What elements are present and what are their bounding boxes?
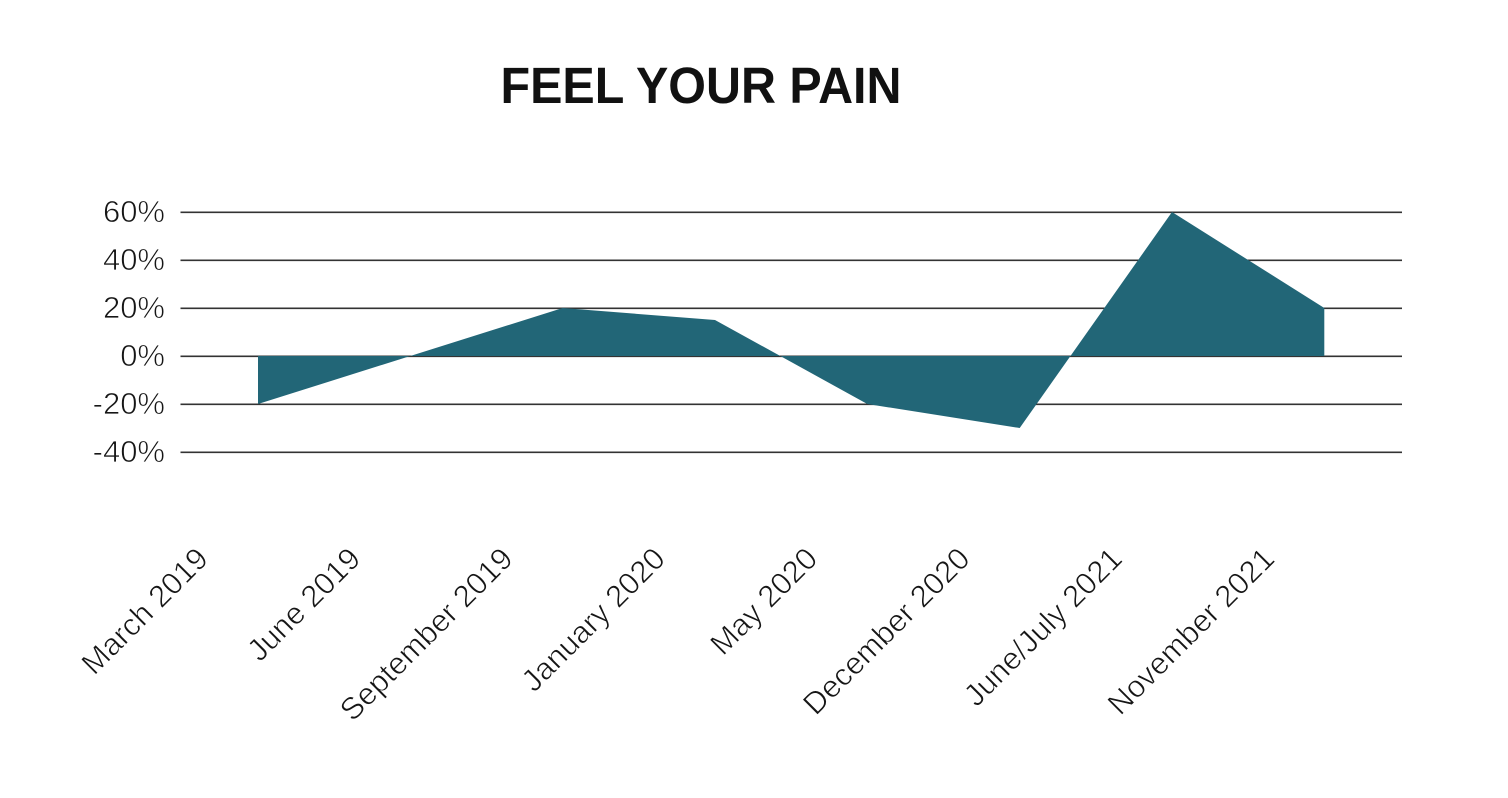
svg-text:0%: 0% — [120, 338, 165, 373]
svg-text:-20%: -20% — [93, 386, 165, 421]
svg-text:60%: 60% — [103, 194, 165, 229]
svg-text:FEEL YOUR PAIN: FEEL YOUR PAIN — [501, 57, 902, 114]
svg-text:40%: 40% — [103, 242, 165, 277]
svg-text:20%: 20% — [103, 290, 165, 325]
svg-text:-40%: -40% — [93, 434, 165, 469]
